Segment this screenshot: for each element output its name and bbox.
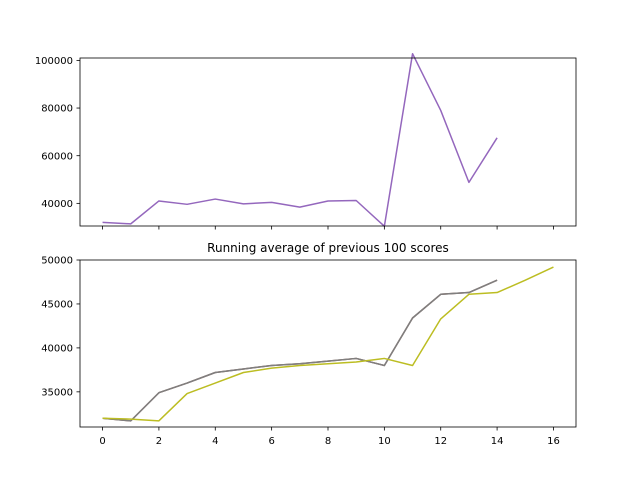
- y-tick-label: 45000: [41, 300, 73, 311]
- series-line-0: [102, 52, 498, 227]
- chart-title: Running average of previous 100 scores: [207, 241, 449, 255]
- series-line-1: [102, 279, 498, 422]
- y-tick-label: 100000: [35, 56, 73, 67]
- y-tick-label: 80000: [41, 104, 73, 115]
- y-tick-label: 60000: [41, 151, 73, 162]
- x-tick-label: 4: [212, 436, 218, 447]
- y-tick-label: 40000: [41, 343, 73, 354]
- x-tick-label: 14: [491, 436, 504, 447]
- y-tick-label: 40000: [41, 199, 73, 210]
- y-tick-label: 35000: [41, 387, 73, 398]
- bottom-chart-running-average: 0 2 4 6 8 10 12 14 16 35000 40000 45000 50000 Running…: [41, 241, 577, 447]
- x-tick-label: 16: [547, 436, 560, 447]
- x-tick-label: 2: [156, 436, 162, 447]
- x-tick-label: 12: [434, 436, 447, 447]
- x-tick-label: 0: [99, 436, 105, 447]
- y-tick-label: 50000: [41, 256, 73, 267]
- x-tick-label: 6: [268, 436, 274, 447]
- x-tick-label: 8: [325, 436, 331, 447]
- top-chart-score-per-run: 40000 60000 80000 100000: [35, 52, 577, 230]
- series-line-2: [102, 266, 554, 422]
- x-tick-label: 10: [378, 436, 391, 447]
